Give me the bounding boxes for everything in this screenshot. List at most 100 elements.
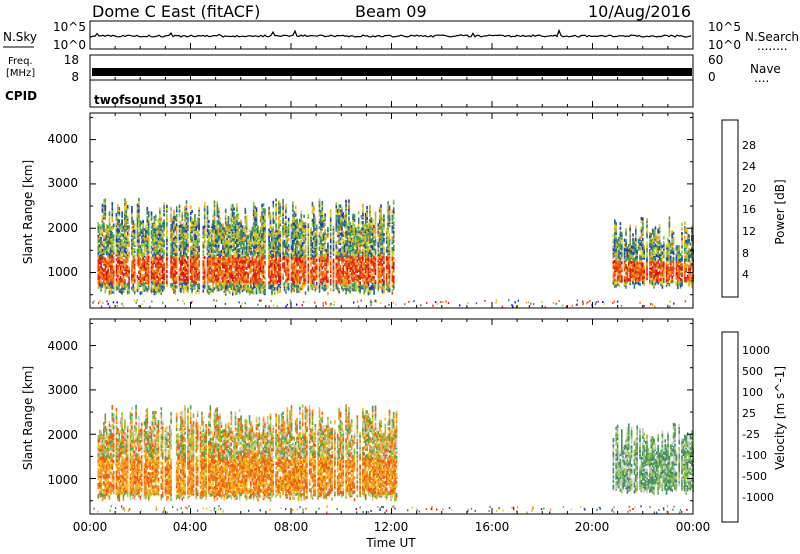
power-echo-pixel — [146, 236, 149, 240]
power-echo-pixel — [320, 269, 322, 273]
power-echo-pixel — [269, 230, 272, 234]
power-echo-pixel — [121, 233, 123, 237]
power-echo-pixel — [119, 226, 122, 230]
power-echo-pixel — [202, 244, 205, 248]
power-echo-pixel — [173, 223, 175, 227]
power-echo-pixel — [163, 248, 165, 253]
power-echo-pixel — [264, 237, 266, 241]
power-echo-pixel — [217, 244, 220, 248]
power-echo-pixel — [343, 215, 346, 219]
power-echo-pixel — [304, 221, 307, 225]
power-echo-pixel — [217, 212, 220, 216]
power-echo-pixel — [139, 257, 142, 261]
power-echo-pixel — [209, 257, 212, 261]
power-echo-pixel — [278, 243, 280, 247]
power-echo-pixel — [325, 278, 328, 282]
power-echo-pixel — [329, 209, 332, 213]
power-echo-pixel — [157, 256, 160, 260]
power-echo-pixel — [276, 247, 279, 251]
power-echo-pixel — [345, 275, 347, 279]
power-echo-pixel — [250, 240, 252, 244]
power-echo-pixel — [178, 248, 181, 252]
power-echo-pixel — [261, 222, 263, 226]
power-echo-pixel — [147, 211, 150, 215]
power-echo-pixel — [108, 285, 111, 289]
power-echo-pixel — [251, 268, 254, 272]
power-echo-pixel — [335, 205, 338, 209]
power-echo-pixel — [203, 211, 206, 215]
power-echo-pixel — [338, 274, 340, 278]
power-echo-pixel — [108, 262, 111, 266]
power-echo-pixel — [166, 252, 168, 257]
power-echo-pixel — [100, 240, 102, 244]
power-echo-pixel — [314, 288, 317, 292]
power-echo-pixel — [161, 223, 164, 227]
power-echo-pixel — [275, 215, 277, 219]
power-echo-pixel — [217, 267, 220, 271]
power-echo-pixel — [198, 228, 200, 232]
power-echo-pixel — [138, 238, 140, 242]
power-echo-pixel — [292, 263, 294, 267]
power-echo-pixel — [138, 232, 140, 236]
power-echo-pixel — [195, 227, 198, 231]
power-echo-pixel — [322, 237, 325, 241]
power-echo-pixel — [118, 250, 121, 254]
power-echo-pixel — [125, 250, 128, 254]
power-echo-pixel — [282, 262, 284, 266]
power-echo-pixel — [126, 233, 129, 237]
power-echo-pixel — [292, 204, 294, 208]
power-echo-pixel — [264, 234, 266, 238]
power-echo-pixel — [159, 286, 161, 290]
power-echo-pixel — [189, 245, 192, 250]
power-echo-pixel — [293, 228, 296, 232]
power-echo-pixel — [261, 211, 263, 215]
power-echo-pixel — [215, 262, 217, 266]
power-echo-pixel — [236, 235, 238, 239]
power-echo-pixel — [108, 248, 111, 252]
power-echo-pixel — [292, 201, 294, 205]
power-echo-pixel — [233, 221, 235, 225]
power-echo-pixel — [181, 272, 184, 276]
power-echo-pixel — [222, 249, 224, 253]
power-echo-pixel — [310, 247, 312, 251]
power-echo-pixel — [119, 223, 122, 227]
power-echo-pixel — [182, 236, 185, 240]
power-echo-pixel — [216, 240, 219, 244]
power-echo-pixel — [124, 218, 126, 222]
power-echo-pixel — [196, 283, 199, 288]
power-echo-pixel — [314, 257, 317, 261]
power-echo-pixel — [125, 218, 128, 222]
power-echo-pixel — [254, 229, 256, 233]
power-echo-pixel — [231, 233, 234, 237]
power-echo-pixel — [222, 223, 224, 227]
power-echo-pixel — [227, 216, 230, 220]
power-echo-pixel — [187, 217, 189, 221]
power-echo-pixel — [219, 232, 221, 236]
power-echo-pixel — [118, 242, 121, 246]
power-echo-pixel — [222, 273, 224, 277]
power-echo-pixel — [161, 237, 164, 241]
power-echo-pixel — [213, 279, 216, 283]
power-echo-pixel — [159, 233, 161, 238]
power-echo-pixel — [285, 203, 287, 207]
power-echo-pixel — [131, 230, 133, 234]
power-echo-pixel — [192, 241, 195, 245]
power-echo-pixel — [198, 206, 200, 211]
power-echo-pixel — [143, 252, 146, 256]
power-echo-pixel — [278, 240, 280, 244]
power-echo-pixel — [103, 250, 105, 254]
power-echo-pixel — [236, 221, 238, 225]
power-echo-pixel — [174, 252, 177, 257]
power-echo-pixel — [215, 238, 217, 243]
power-echo-pixel — [128, 288, 130, 293]
power-echo-pixel — [226, 252, 228, 256]
power-echo-pixel — [206, 252, 209, 256]
power-echo-pixel — [104, 282, 107, 286]
power-echo-pixel — [110, 255, 112, 259]
power-echo-pixel — [157, 239, 160, 243]
power-echo-pixel — [100, 226, 102, 230]
power-echo-pixel — [115, 251, 118, 255]
power-echo-pixel — [315, 224, 318, 228]
power-echo-pixel — [117, 227, 119, 231]
power-echo-pixel — [160, 274, 163, 278]
